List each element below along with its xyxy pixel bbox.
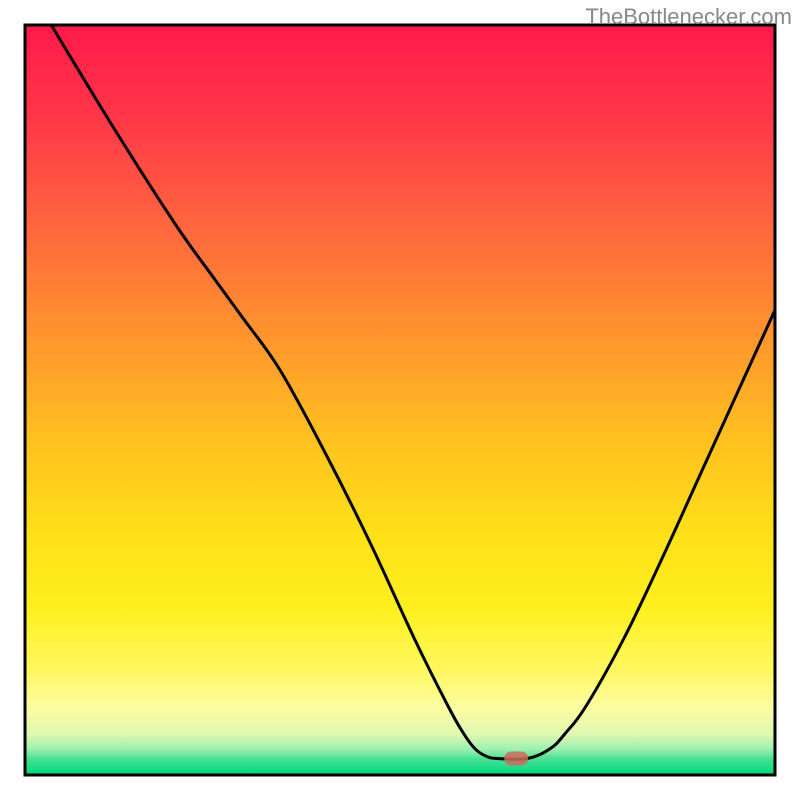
bottleneck-chart	[0, 0, 800, 800]
chart-svg	[0, 0, 800, 800]
gradient-background	[25, 25, 775, 775]
watermark-text: TheBottlenecker.com	[585, 4, 792, 30]
optimum-marker	[504, 752, 528, 766]
